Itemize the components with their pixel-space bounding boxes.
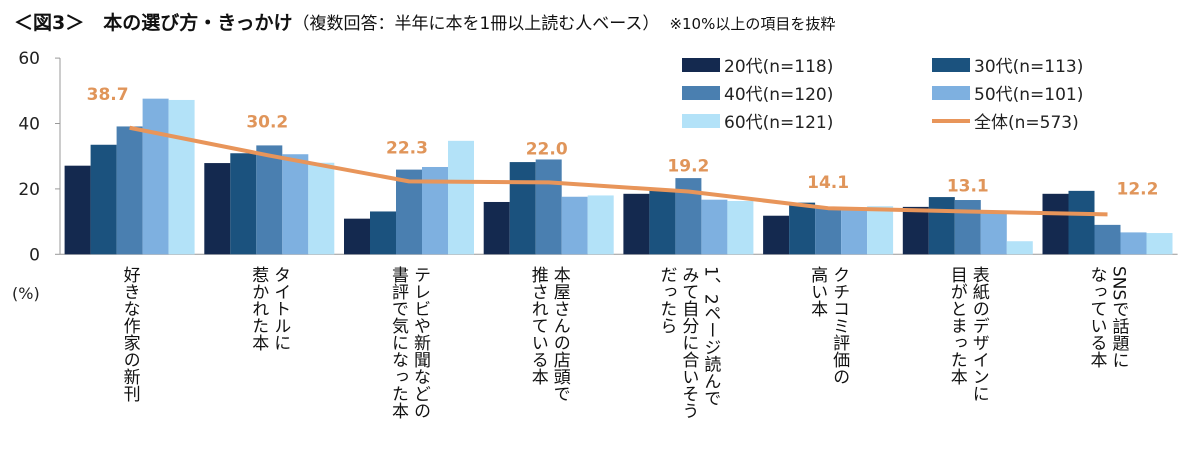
bar-30s-cat5: [649, 189, 676, 255]
legend-label: 40代(n=120): [724, 85, 834, 105]
bar-60s-cat3: [448, 140, 474, 255]
bar-40s-cat3: [396, 169, 422, 255]
bar-20s-cat3: [344, 218, 370, 255]
bar-20s-cat5: [623, 193, 650, 255]
bar-60s-cat4: [587, 195, 614, 255]
legend: 20代(n=118) 30代(n=113) 40代(n=120) 50代(n=101)…: [682, 52, 1182, 133]
legend-item: 20代(n=118): [682, 52, 932, 77]
legend-item: 30代(n=113): [932, 52, 1182, 77]
bar-20s-cat1: [64, 165, 91, 255]
data-label: 38.7: [87, 85, 129, 105]
data-label: 22.3: [386, 138, 428, 158]
x-tick-label: タイトルに 惹かれた本: [248, 266, 291, 351]
y-tick-label: 60: [18, 49, 40, 69]
legend-swatch: [682, 85, 720, 100]
legend-swatch: [682, 57, 720, 72]
bar-30s-cat3: [370, 211, 396, 255]
bar-50s-cat2: [282, 154, 309, 255]
y-tick-label: 20: [18, 180, 40, 200]
bar-20s-cat6: [763, 215, 790, 255]
bar-50s-cat5: [701, 199, 728, 255]
legend-label: 20代(n=118): [724, 57, 834, 77]
bar-50s-cat1: [142, 98, 169, 255]
bar-60s-cat7: [1006, 241, 1033, 255]
bar-40s-cat6: [815, 208, 842, 255]
bar-20s-cat2: [204, 163, 231, 255]
overall-line: [129, 125, 1108, 217]
data-label: 22.0: [526, 139, 568, 159]
legend-label: 50代(n=101): [974, 85, 1084, 105]
x-tick-label: 表紙のデザインに 目がとまった本: [946, 266, 989, 402]
bar-50s-cat4: [561, 196, 588, 255]
bar-50s-cat8: [1120, 232, 1147, 255]
bar-40s-cat2: [256, 145, 283, 255]
legend-swatch: [682, 113, 720, 128]
data-label: 30.2: [246, 113, 288, 133]
x-tick-label: テレビや新聞などの 書評で気になった本: [388, 266, 430, 419]
bar-30s-cat6: [789, 202, 816, 255]
legend-label: 全体(n=573): [974, 113, 1079, 133]
chart-title: ＜図3＞ 本の選び方・きっかけ（複数回答：半年に本を1冊以上読む人ベース） ※10…: [14, 8, 835, 35]
legend-swatch: [932, 85, 970, 100]
data-label: 12.2: [1117, 179, 1159, 199]
legend-item: 60代(n=121): [682, 108, 932, 133]
y-tick-label: 40: [18, 115, 40, 135]
y-axis-unit: (%): [12, 284, 40, 303]
bar-20s-cat8: [1042, 193, 1069, 255]
legend-label: 60代(n=121): [724, 113, 834, 133]
title-note: ※10%以上の項目を抜粋: [669, 15, 836, 33]
title-main: ＜図3＞ 本の選び方・きっかけ: [14, 12, 293, 34]
data-label: 13.1: [947, 176, 989, 196]
x-tick-label: 本屋さんの店頭で 推されている本: [527, 266, 570, 402]
data-label: 14.1: [807, 173, 849, 193]
x-tick-label: 好きな作家の新刊: [119, 266, 140, 402]
bar-30s-cat2: [230, 153, 257, 255]
legend-item: 40代(n=120): [682, 80, 932, 105]
x-tick-label: 1、2ページ読んで みて自分に合いそう だったら: [656, 266, 721, 419]
data-label: 19.2: [667, 157, 709, 177]
bar-50s-cat7: [980, 213, 1007, 255]
bar-30s-cat8: [1068, 190, 1095, 255]
legend-item: 50代(n=101): [932, 80, 1182, 105]
x-tick-label: クチコミ評価の 高い本: [807, 266, 850, 385]
legend-item: 全体(n=573): [932, 108, 1182, 133]
bar-30s-cat1: [90, 144, 117, 255]
y-tick-label: 0: [29, 245, 40, 265]
legend-label: 30代(n=113): [974, 57, 1084, 77]
x-tick-label: SNSで話題に なっている本: [1086, 266, 1129, 369]
legend-swatch: [932, 57, 970, 72]
bar-60s-cat2: [308, 162, 335, 255]
title-subtitle: （複数回答：半年に本を1冊以上読む人ベース）: [292, 14, 660, 34]
bar-40s-cat8: [1094, 224, 1121, 255]
bar-60s-cat8: [1146, 233, 1173, 255]
bar-60s-cat5: [727, 200, 754, 255]
bar-50s-cat6: [841, 208, 868, 255]
bar-40s-cat1: [116, 126, 143, 255]
bar-60s-cat6: [867, 206, 894, 255]
bar-30s-cat4: [509, 162, 536, 255]
legend-line-swatch: [932, 118, 970, 123]
bar-20s-cat7: [902, 206, 929, 255]
bar-20s-cat4: [483, 201, 510, 255]
bar-40s-cat7: [954, 200, 981, 255]
bar-60s-cat1: [168, 99, 195, 255]
bar-40s-cat4: [535, 159, 562, 255]
bar-30s-cat7: [928, 197, 955, 255]
